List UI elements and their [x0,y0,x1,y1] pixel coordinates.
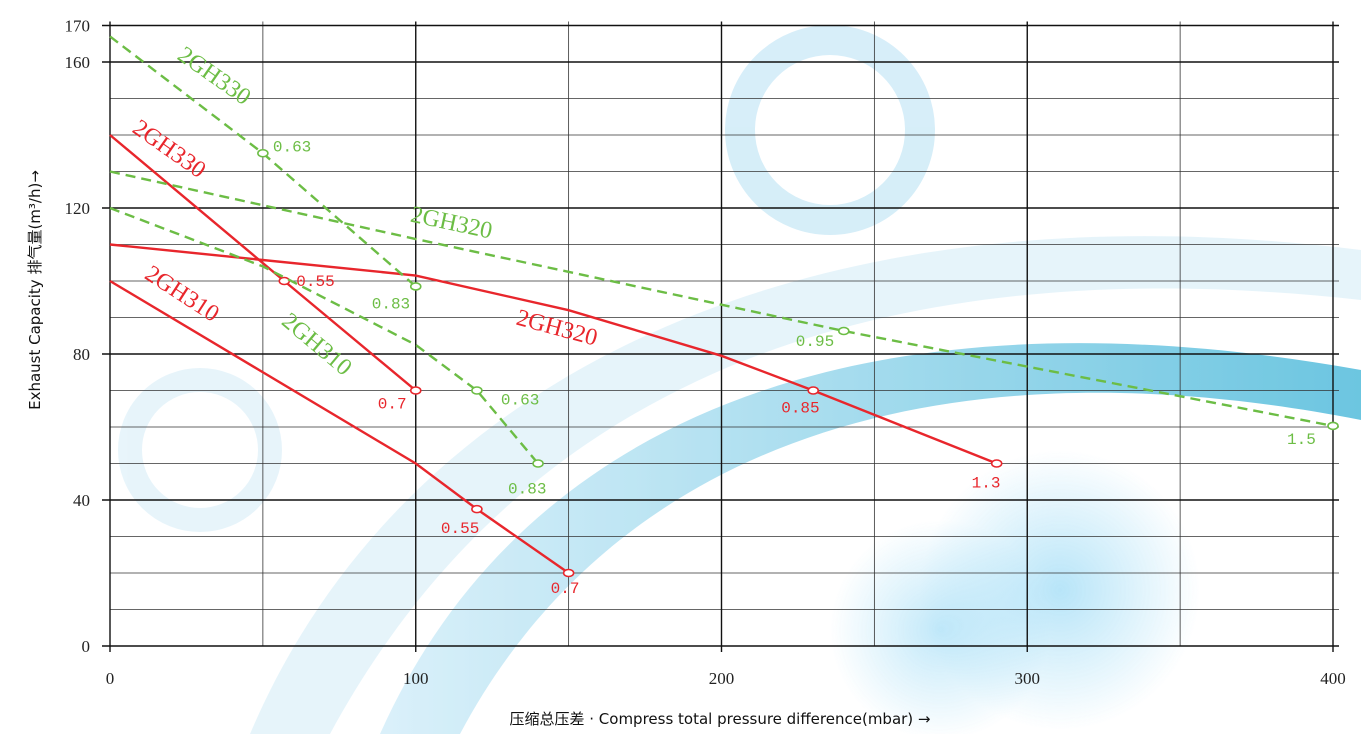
point-label: 1.3 [972,475,1001,493]
point-marker [409,282,422,291]
point-label: 0.7 [378,396,407,414]
x-tick-label: 0 [106,669,115,688]
x-axis-title: 压缩总压差 · Compress total pressure differen… [509,710,930,728]
point-label: 0.55 [296,273,334,291]
point-marker [409,386,422,395]
x-tick-label: 400 [1320,669,1346,688]
point-marker [532,459,544,468]
series-line [109,279,570,574]
point-marker [807,386,820,395]
y-tick-label: 170 [65,17,91,36]
point-marker [837,326,850,336]
y-tick-label: 80 [73,345,90,364]
point-marker [278,276,291,286]
point-marker [471,504,483,514]
grid: 0 40 80 120 160 170 0 100 200 300 400 [65,17,1346,689]
y-tick-label: 40 [73,491,90,510]
series-name: 2GH330 [128,115,211,184]
y-tick-label: 160 [65,53,91,72]
y-axis-title: Exhaust Capacity 排气量(m³/h)→ [26,170,44,410]
point-marker [257,148,269,158]
point-label: 0.63 [273,138,311,156]
x-tick-label: 200 [709,669,735,688]
point-label: 0.85 [781,400,819,418]
y-tick-label: 0 [82,637,91,656]
point-label: 0.95 [796,333,834,351]
point-label: 0.7 [551,580,580,598]
series-line [109,243,998,465]
series-name: 2GH310 [276,308,356,381]
series-line [109,170,1334,428]
series-name: 2GH320 [514,305,601,352]
background-art [118,25,1361,734]
x-tick-label: 300 [1015,669,1041,688]
x-tick-label: 100 [403,669,429,688]
point-label: 0.63 [501,392,539,410]
series-name: 2GH330 [173,42,256,111]
point-marker [1327,421,1339,431]
point-marker [990,459,1003,468]
y-tick-label: 120 [65,199,91,218]
point-label: 0.83 [508,481,546,499]
point-marker [562,568,575,578]
point-label: 0.55 [441,520,479,538]
point-marker [471,386,483,395]
point-label: 1.5 [1287,431,1316,449]
point-label: 0.83 [372,295,410,313]
